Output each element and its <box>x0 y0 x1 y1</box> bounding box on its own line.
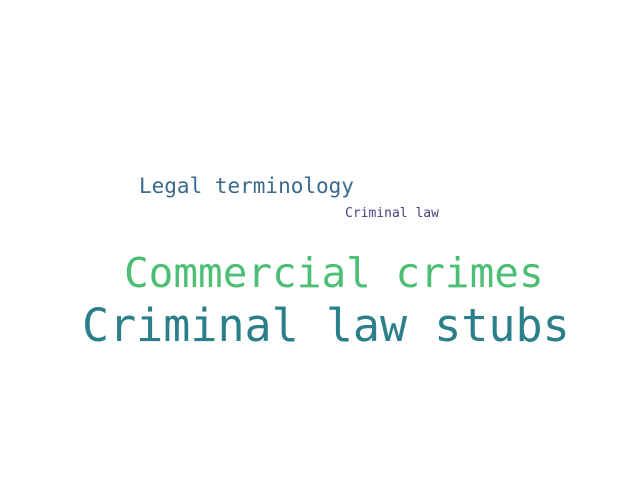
word-commercial-crimes: Commercial crimes <box>124 249 544 297</box>
word-criminal-law-stubs: Criminal law stubs <box>82 299 570 352</box>
word-criminal-law: Criminal law <box>345 206 439 221</box>
word-legal-terminology: Legal terminology <box>139 174 354 198</box>
